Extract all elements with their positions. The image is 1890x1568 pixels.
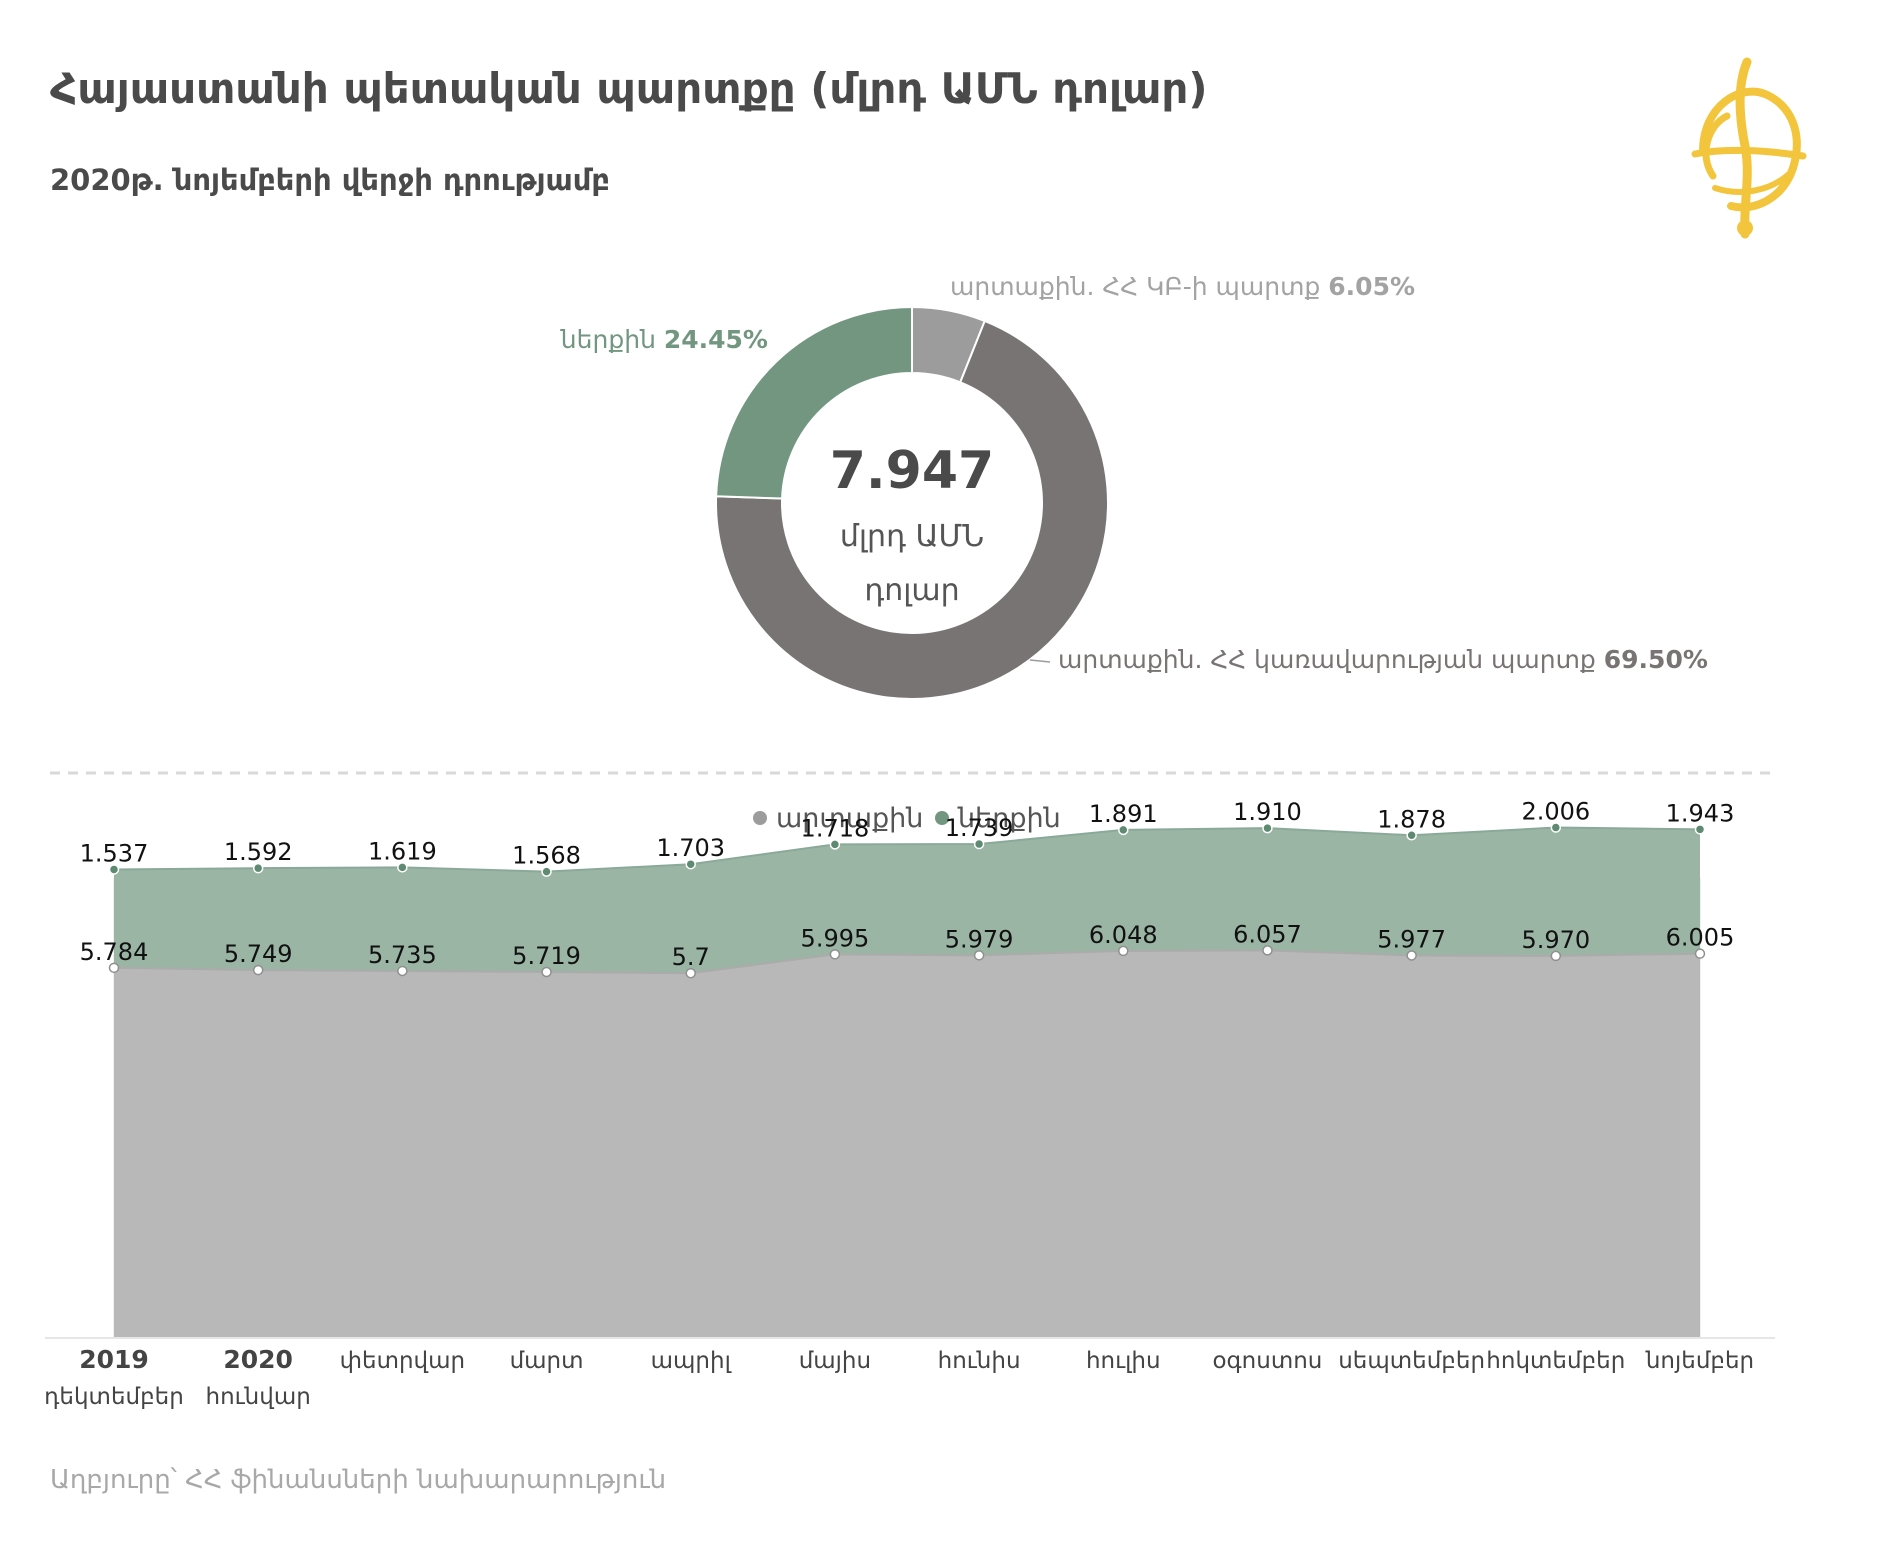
data-label-external: 5.735 <box>368 941 437 969</box>
point-external <box>1550 950 1562 962</box>
x-tick-month: հունիս <box>938 1348 1021 1374</box>
line-series-external <box>113 949 1701 975</box>
point-domestic <box>973 838 985 850</box>
data-label-external: 6.005 <box>1666 924 1735 952</box>
page-title: Հայաստանի պետական պարտքը (մլրդ ԱՄՆ դոլար… <box>50 64 1208 113</box>
legend-marker-1 <box>935 811 949 825</box>
donut-slice-name-1: արտաքին. ՀՀ կառավարության պարտք <box>1058 645 1604 674</box>
data-label-domestic: 1.891 <box>1089 800 1158 828</box>
x-tick-month: նոյեմբեր <box>1645 1348 1754 1374</box>
data-label-domestic: 1.910 <box>1233 798 1302 826</box>
donut-center-value: 7.947 <box>830 441 994 501</box>
legend-label-1: ներքին <box>957 803 1061 834</box>
line-series-domestic <box>113 826 1701 873</box>
point-domestic <box>108 864 120 875</box>
point-domestic <box>1118 824 1129 836</box>
point-domestic <box>1406 830 1417 841</box>
point-external <box>1406 950 1417 961</box>
x-tick-year: 2019 <box>79 1345 149 1374</box>
point-domestic <box>541 866 552 877</box>
data-label-external: 6.057 <box>1233 920 1302 948</box>
source-note: Աղբյուրը՝ ՀՀ ֆինանսների նախարարություն <box>50 1465 667 1495</box>
page-subtitle: 2020թ. նոյեմբերի վերջի դրությամբ <box>50 163 611 197</box>
data-label-external: 5.970 <box>1521 926 1590 954</box>
brand-logo-icon <box>1691 57 1807 239</box>
legend-label-0: արտաքին <box>776 803 923 834</box>
data-label-external: 5.977 <box>1377 925 1446 953</box>
donut-slice-value-0: 6.05% <box>1328 272 1415 301</box>
point-domestic <box>1694 824 1706 835</box>
x-tick-month: փետրվար <box>340 1348 466 1374</box>
point-external <box>397 965 408 977</box>
data-label-domestic: 1.537 <box>80 839 149 867</box>
donut-center-label-1: մլրդ ԱՄՆ <box>840 519 984 554</box>
donut-slice-2 <box>715 305 913 500</box>
point-external <box>1262 945 1273 956</box>
donut-slice-value-2: 24.45% <box>664 325 768 354</box>
point-domestic <box>1550 822 1562 833</box>
donut-chart: արտաքին. ՀՀ ԿԲ-ի պարտք 6.05%արտաքին. ՀՀ … <box>560 272 1708 700</box>
x-tick-month: հունվար <box>206 1384 311 1410</box>
x-tick-month: ապրիլ <box>651 1348 732 1374</box>
point-external <box>252 964 264 976</box>
data-label-domestic: 1.568 <box>512 842 581 870</box>
legend-marker-0 <box>753 811 767 825</box>
data-label-domestic: 2.006 <box>1521 798 1590 826</box>
x-tick-year: 2020 <box>223 1345 293 1374</box>
donut-slice-name-2: ներքին <box>560 325 664 354</box>
data-label-domestic: 1.739 <box>945 814 1014 842</box>
x-tick-month: օգոստոս <box>1213 1348 1323 1374</box>
donut-slice-1 <box>715 319 1109 700</box>
point-domestic <box>252 862 264 874</box>
area-series-domestic <box>114 827 1700 974</box>
area-series-external <box>114 950 1700 1338</box>
x-tick-month: սեպտեմբեր <box>1338 1348 1485 1374</box>
data-label-external: 5.719 <box>512 942 581 970</box>
data-label-domestic: 1.943 <box>1666 799 1735 827</box>
data-label-domestic: 1.592 <box>224 838 293 866</box>
point-external <box>1118 945 1129 957</box>
x-tick-month: մարտ <box>510 1348 584 1374</box>
data-label-domestic: 1.878 <box>1377 805 1446 833</box>
donut-slice-label-1: արտաքին. ՀՀ կառավարության պարտք 69.50% <box>1058 645 1708 674</box>
donut-slice-label-2: ներքին 24.45% <box>560 325 768 354</box>
donut-center-label-2: դոլար <box>864 573 959 608</box>
data-label-domestic: 1.703 <box>656 834 725 862</box>
data-label-external: 5.749 <box>224 940 293 968</box>
donut-slice-label-0: արտաքին. ՀՀ ԿԲ-ի պարտք 6.05% <box>950 272 1415 301</box>
point-domestic <box>685 858 696 870</box>
point-domestic <box>829 839 841 850</box>
data-label-domestic: 1.718 <box>801 814 870 842</box>
x-tick-month: դեկտեմբեր <box>44 1384 184 1410</box>
donut-leader-1 <box>1029 659 1051 663</box>
point-external <box>1694 948 1706 959</box>
point-external <box>973 950 985 961</box>
x-tick-month: հոկտեմբեր <box>1486 1348 1625 1374</box>
data-label-external: 5.995 <box>801 924 870 952</box>
data-label-external: 5.979 <box>945 925 1014 953</box>
point-external <box>541 966 552 978</box>
x-tick-month: հուլիս <box>1086 1348 1161 1374</box>
x-tick-month: մայիս <box>799 1348 871 1374</box>
point-external <box>829 949 841 960</box>
donut-slice-name-0: արտաքին. ՀՀ ԿԲ-ի պարտք <box>950 272 1328 301</box>
point-domestic <box>1262 822 1273 834</box>
point-external <box>108 962 120 974</box>
donut-slice-value-1: 69.50% <box>1604 645 1708 674</box>
point-external <box>685 967 696 979</box>
data-label-external: 5.784 <box>80 938 149 966</box>
data-label-domestic: 1.619 <box>368 837 437 865</box>
point-domestic <box>397 862 408 873</box>
area-chart: արտաքին ներքին 5.784 1.537 2019 դեկտեմբեր 5.74… <box>44 798 1775 1410</box>
data-label-external: 6.048 <box>1089 921 1158 949</box>
data-label-external: 5.7 <box>672 943 710 971</box>
